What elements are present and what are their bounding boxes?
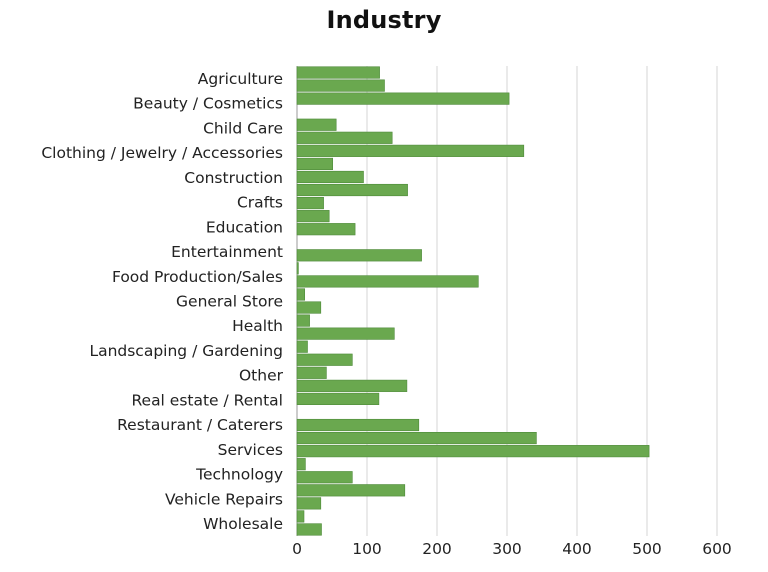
x-tick-label: 600 xyxy=(702,540,732,558)
bar xyxy=(296,275,479,288)
category-label: Real estate / Rental xyxy=(131,391,283,409)
bar xyxy=(296,79,385,92)
category-label: Wholesale xyxy=(203,515,283,533)
bar xyxy=(296,340,308,353)
bar xyxy=(296,497,322,510)
bar xyxy=(296,118,337,131)
bar xyxy=(296,353,353,366)
category-label: Landscaping / Gardening xyxy=(89,342,283,360)
category-label: Construction xyxy=(184,169,283,187)
bars xyxy=(296,66,650,536)
bar xyxy=(296,392,380,405)
x-tick-label: 300 xyxy=(492,540,522,558)
category-label: Food Production/Sales xyxy=(112,268,283,286)
category-label: Other xyxy=(239,367,284,385)
category-label: Crafts xyxy=(237,194,283,212)
bar xyxy=(296,170,364,184)
category-label: Restaurant / Caterers xyxy=(117,416,283,434)
bar xyxy=(296,249,422,262)
bar xyxy=(296,144,525,157)
bar xyxy=(296,183,408,197)
chart-title: Industry xyxy=(326,6,442,34)
category-label: General Store xyxy=(176,293,283,311)
bar xyxy=(296,301,322,314)
bar xyxy=(296,458,306,471)
x-tick-label: 500 xyxy=(632,540,662,558)
category-label: Education xyxy=(206,218,283,236)
bar xyxy=(296,471,353,484)
bar xyxy=(296,66,380,79)
x-tick-label: 200 xyxy=(422,540,452,558)
bar xyxy=(296,327,395,340)
bar xyxy=(296,432,537,445)
bar xyxy=(296,262,299,275)
bar xyxy=(296,484,406,497)
bar xyxy=(296,288,305,301)
bar xyxy=(296,157,334,170)
category-label: Vehicle Repairs xyxy=(165,490,283,508)
category-label: Child Care xyxy=(203,119,283,137)
bar xyxy=(296,366,327,379)
bar xyxy=(296,197,324,210)
grid-lines xyxy=(296,66,718,536)
category-label: Beauty / Cosmetics xyxy=(133,95,283,113)
category-label: Technology xyxy=(195,466,283,484)
x-tick-label: 0 xyxy=(292,540,302,558)
bar xyxy=(296,314,310,327)
bar xyxy=(296,210,330,223)
category-label: Entertainment xyxy=(171,243,283,261)
x-tick-label: 100 xyxy=(352,540,382,558)
category-label: Health xyxy=(232,317,283,335)
bar xyxy=(296,131,393,144)
bar xyxy=(296,379,408,392)
category-label: Services xyxy=(218,441,283,459)
bar xyxy=(296,510,305,523)
category-labels: Agriculture Beauty / Cosmetics Child Care C… xyxy=(41,70,283,533)
bar xyxy=(296,223,356,236)
category-label: Agriculture xyxy=(198,70,283,88)
x-axis-ticks: 0 100 200 300 400 500 600 xyxy=(292,540,732,558)
category-label: Clothing / Jewelry / Accessories xyxy=(41,144,283,162)
bar xyxy=(296,445,650,458)
bar xyxy=(296,418,420,432)
bar xyxy=(296,523,322,536)
x-tick-label: 400 xyxy=(562,540,592,558)
bar xyxy=(296,92,510,105)
